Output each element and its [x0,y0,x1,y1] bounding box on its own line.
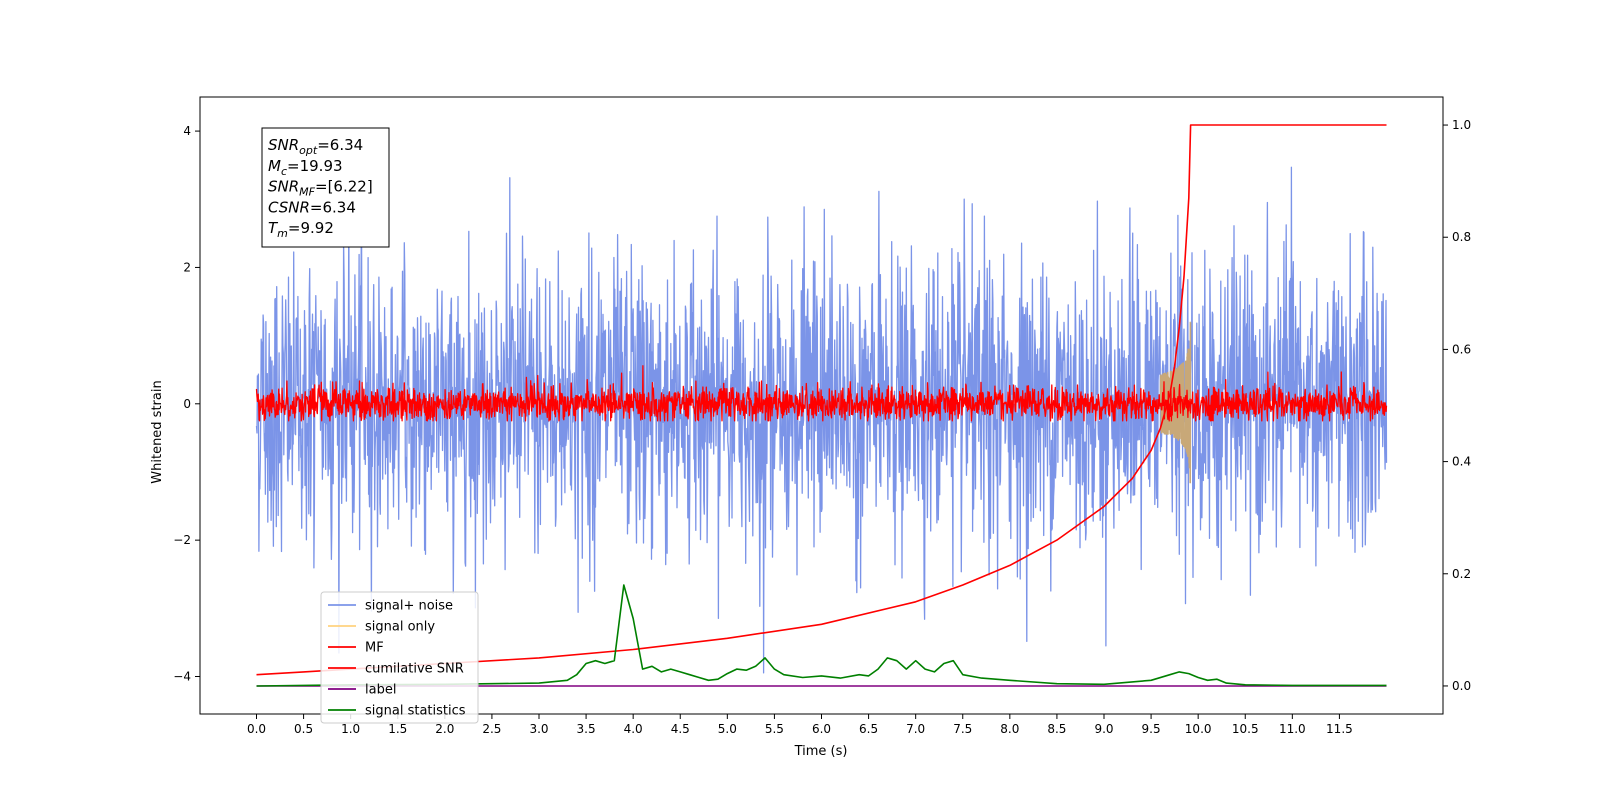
y2-tick-label: 0.0 [1452,679,1471,693]
x-tick-label: 8.0 [1000,722,1019,736]
x-tick-label: 6.5 [859,722,878,736]
x-tick-label: 3.0 [529,722,548,736]
y-axis-label: Whitened strain [150,380,165,483]
x-tick-label: 6.0 [812,722,831,736]
x-tick-label: 9.0 [1094,722,1113,736]
x-tick-label: 5.5 [765,722,784,736]
y-axis-right: 0.0 0.2 0.4 0.6 0.8 1.0 [1443,118,1471,693]
annotation-line: SNRopt=6.34 [268,136,363,157]
legend-entry: label [365,683,396,698]
series-cumilative-snr [256,124,1387,676]
x-tick-label: 4.5 [671,722,690,736]
x-tick-label: 0.0 [247,722,266,736]
x-tick-label: 0.5 [294,722,313,736]
x-tick-label: 5.0 [718,722,737,736]
x-tick-label: 4.0 [624,722,643,736]
legend-frame [320,591,479,724]
annotation-line: Tm=9.92 [268,219,334,240]
x-axis-label: Time (s) [794,744,848,759]
y2-tick-label: 0.2 [1452,567,1471,581]
x-tick-label: 2.5 [482,722,501,736]
series-mf [255,365,1388,422]
x-tick-label: 11.5 [1326,722,1353,736]
x-tick-label: 1.0 [341,722,360,736]
annotation-frame [261,127,390,248]
legend-entry: cumilative SNR [365,662,464,677]
y-tick-label: −4 [173,670,191,684]
x-axis: 0.0 0.5 1.0 1.5 2.0 2.5 3.0 3.5 4.0 4.5 5.0 5.5 6.0 6… [247,714,1353,736]
y-tick-label: 4 [183,124,191,138]
x-tick-label: 8.5 [1047,722,1066,736]
x-tick-label: 1.5 [388,722,407,736]
annotation-line: SNRMF=[6.22] [268,178,373,199]
legend-entry: signal+ noise [365,599,453,614]
legend-entry: signal statistics [365,704,466,719]
x-tick-label: 11.0 [1279,722,1306,736]
y2-tick-label: 0.4 [1452,455,1471,469]
annotation-box: SNRopt=6.34Mc=19.93SNRMF=[6.22]CSNR=6.34… [261,127,390,248]
series-signal-statistics [256,584,1387,687]
x-tick-label: 10.0 [1185,722,1212,736]
legend-entry: MF [365,641,384,656]
annotation-line: CSNR=6.34 [268,198,356,216]
x-tick-label: 3.5 [577,722,596,736]
legend: signal+ noise signal only MF cumilative SNR… [320,591,479,724]
x-tick-label: 7.0 [906,722,925,736]
y-axis-left: −4 −2 0 2 4 [173,124,200,684]
x-tick-label: 10.5 [1232,722,1259,736]
y-tick-label: 0 [183,397,191,411]
x-tick-label: 2.0 [435,722,454,736]
x-tick-label: 7.5 [953,722,972,736]
y2-tick-label: 0.6 [1452,342,1471,356]
y2-tick-label: 1.0 [1452,118,1471,132]
y-tick-label: −2 [173,533,191,547]
annotation-line: Mc=19.93 [268,157,343,178]
series-signal-noise [255,166,1388,674]
legend-entry: signal only [365,620,435,635]
x-tick-label: 9.5 [1142,722,1161,736]
y2-tick-label: 0.8 [1452,230,1471,244]
y-tick-label: 2 [183,260,191,274]
